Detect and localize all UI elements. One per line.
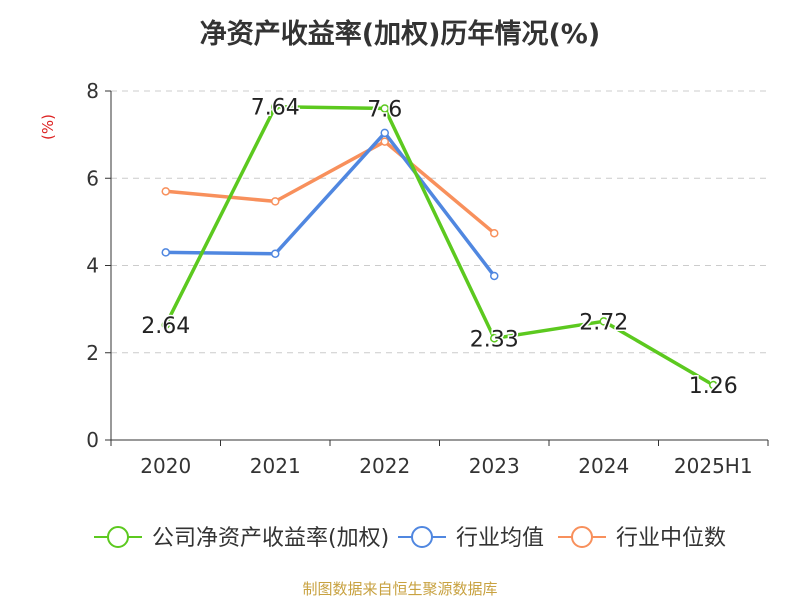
x-tick-label: 2022 <box>359 454 410 478</box>
x-tick-label: 2024 <box>578 454 629 478</box>
y-axis-label: (%) <box>39 114 57 140</box>
y-tick-label: 6 <box>86 166 99 190</box>
x-tick-label: 2025H1 <box>674 454 753 478</box>
x-tick-label: 2023 <box>469 454 520 478</box>
data-point <box>380 104 389 113</box>
data-point <box>599 317 608 326</box>
series-line <box>164 104 715 387</box>
data-point <box>271 197 280 206</box>
data-point <box>161 248 170 257</box>
data-point <box>161 320 170 330</box>
data-labels: 2.64 7.64 7.6 2.33 2.72 1.26 <box>140 94 739 400</box>
x-tick-label: 2020 <box>140 454 191 478</box>
data-point <box>380 137 389 146</box>
legend-marker <box>411 526 433 548</box>
legend-marker <box>107 526 129 548</box>
series-lines <box>161 102 718 390</box>
data-point <box>161 187 170 196</box>
source-note: 制图数据来自恒生聚源数据库 <box>302 580 498 598</box>
data-label: 7.6 <box>367 97 402 122</box>
legend-label: 行业中位数 <box>616 526 726 551</box>
data-label: 2.72 <box>579 310 628 335</box>
data-point <box>709 380 718 390</box>
x-tick-label: 2021 <box>250 454 301 478</box>
data-point <box>490 334 499 343</box>
chart-title: 净资产收益率(加权)历年情况(%) <box>199 19 601 50</box>
series-line <box>165 131 496 278</box>
legend-item: 行业中位数 <box>558 526 726 551</box>
data-point <box>271 249 280 258</box>
legend-marker <box>571 526 593 548</box>
y-tick-label: 4 <box>86 254 99 278</box>
data-point <box>380 128 389 138</box>
data-point <box>490 271 499 281</box>
legend-item: 行业均值 <box>398 526 544 551</box>
legend-item: 公司净资产收益率(加权) <box>94 526 389 551</box>
axes: 0 2 4 6 8 2020 2021 2022 2023 2024 2025H1 (%) <box>39 79 769 478</box>
legend: 公司净资产收益率(加权) 行业均值 行业中位数 <box>94 526 726 551</box>
data-label: 1.26 <box>689 374 738 399</box>
series-line <box>165 139 496 235</box>
y-tick-label: 2 <box>86 341 99 365</box>
y-tick-label: 8 <box>86 79 99 103</box>
legend-label: 公司净资产收益率(加权) <box>152 526 389 551</box>
data-label: 2.33 <box>470 327 519 352</box>
y-tick-label: 0 <box>86 428 99 452</box>
data-point <box>271 102 280 111</box>
data-label: 7.64 <box>251 96 300 121</box>
legend-label: 行业均值 <box>456 526 544 551</box>
data-point <box>490 228 499 238</box>
data-label: 2.64 <box>141 314 190 339</box>
